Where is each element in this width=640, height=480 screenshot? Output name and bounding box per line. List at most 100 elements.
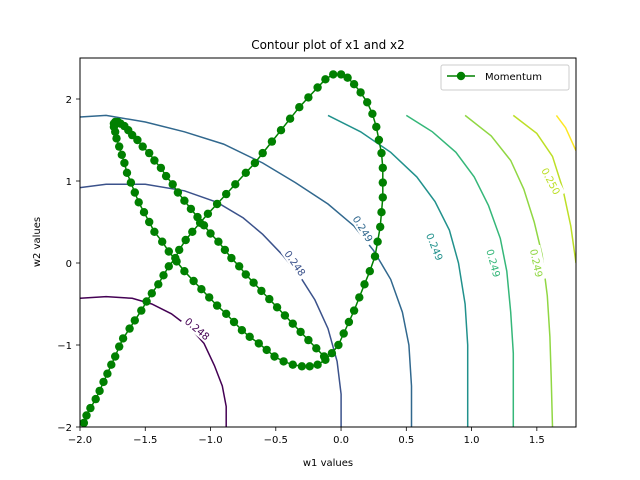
series-point xyxy=(280,311,290,320)
series-point xyxy=(154,280,163,289)
contour-label-bg-1 xyxy=(280,245,311,281)
series-point xyxy=(117,150,127,159)
series-point xyxy=(312,344,321,353)
series-point xyxy=(142,297,151,306)
series-point xyxy=(212,301,222,310)
series-point xyxy=(205,293,214,302)
series-point xyxy=(138,142,147,151)
contour-label-bg-3 xyxy=(423,228,448,265)
series-point xyxy=(180,267,189,276)
series-point xyxy=(249,278,258,287)
series-point xyxy=(137,306,146,315)
series-point xyxy=(241,168,250,177)
series-point xyxy=(250,158,260,168)
series-point xyxy=(145,148,154,158)
series-point xyxy=(297,362,307,371)
series-point xyxy=(313,360,322,369)
series-point xyxy=(126,178,136,187)
series-point xyxy=(222,309,231,318)
contour-line-1 xyxy=(80,183,342,427)
series-point xyxy=(334,340,343,350)
series-point xyxy=(368,109,377,119)
series-point xyxy=(231,180,240,189)
series-point xyxy=(374,135,384,145)
series-point xyxy=(189,276,198,286)
series-point xyxy=(254,339,263,348)
series-point xyxy=(339,329,348,338)
series-point xyxy=(158,237,167,246)
series-point xyxy=(168,180,177,189)
series-point xyxy=(276,126,286,135)
series-point xyxy=(222,189,231,199)
series-point xyxy=(304,335,313,345)
series-point xyxy=(130,316,139,325)
series-point xyxy=(199,221,209,230)
series-point xyxy=(370,252,380,261)
contour-line-5 xyxy=(464,114,554,427)
series-point xyxy=(164,247,173,256)
series-point xyxy=(193,212,202,222)
series-point xyxy=(285,114,295,123)
series-point xyxy=(360,280,369,289)
series-point xyxy=(327,349,337,358)
series-point xyxy=(159,271,168,280)
x-axis-ticks: −2.0 −1.5 −1.0 −0.5 0.0 0.5 1.0 1.5 xyxy=(68,427,545,446)
series-point xyxy=(377,208,386,217)
series-point xyxy=(267,137,277,146)
series-point xyxy=(279,357,288,366)
series-point xyxy=(296,327,305,337)
series-point xyxy=(336,70,346,79)
y-tick-label: 1 xyxy=(66,177,72,188)
series-point xyxy=(262,345,271,355)
x-tick-label: 0.5 xyxy=(398,435,414,446)
series-point xyxy=(378,163,387,173)
series-point xyxy=(164,262,173,271)
series-point xyxy=(115,142,124,151)
series-point xyxy=(175,245,184,255)
x-tick-label: −2.0 xyxy=(68,435,92,446)
series-point xyxy=(150,227,159,236)
series-point xyxy=(111,352,120,361)
series-point xyxy=(373,237,382,246)
series-point xyxy=(321,75,330,84)
series-point xyxy=(372,122,381,132)
contour-label-bg-6 xyxy=(537,162,566,199)
series-point xyxy=(122,168,132,177)
series-point xyxy=(214,237,223,246)
series-point xyxy=(156,163,166,173)
y-axis-label: w2 values xyxy=(32,217,43,267)
series-point xyxy=(343,73,352,82)
y-tick-label: 0 xyxy=(66,259,72,270)
series-point xyxy=(186,204,196,214)
series-point xyxy=(197,285,206,294)
contour-line-4 xyxy=(405,114,515,427)
x-tick-label: −0.5 xyxy=(264,435,288,446)
series-point xyxy=(376,222,385,232)
series-point xyxy=(365,267,374,276)
series-point xyxy=(112,134,121,143)
series-point xyxy=(304,93,313,102)
series-point xyxy=(95,386,104,396)
series-point xyxy=(130,188,139,197)
series-point xyxy=(133,135,142,145)
series-point xyxy=(245,332,254,341)
contour-label-bg-4 xyxy=(483,244,505,281)
series-point xyxy=(227,253,236,263)
contour-label-bg-0 xyxy=(180,312,216,345)
series-point xyxy=(355,293,364,302)
series-point xyxy=(107,360,116,369)
chart-title: Contour plot of x1 and x2 xyxy=(251,38,405,52)
series-point xyxy=(91,394,100,404)
series-point xyxy=(378,178,387,187)
series-point xyxy=(86,403,95,413)
series-point xyxy=(203,209,213,218)
legend-box xyxy=(440,64,570,91)
contour-label-bg-5 xyxy=(527,244,548,281)
series-point xyxy=(134,198,143,207)
series-point xyxy=(258,148,267,158)
series-point xyxy=(356,88,365,97)
series-point xyxy=(378,193,387,202)
series-point xyxy=(270,352,279,361)
series-point xyxy=(99,377,108,387)
